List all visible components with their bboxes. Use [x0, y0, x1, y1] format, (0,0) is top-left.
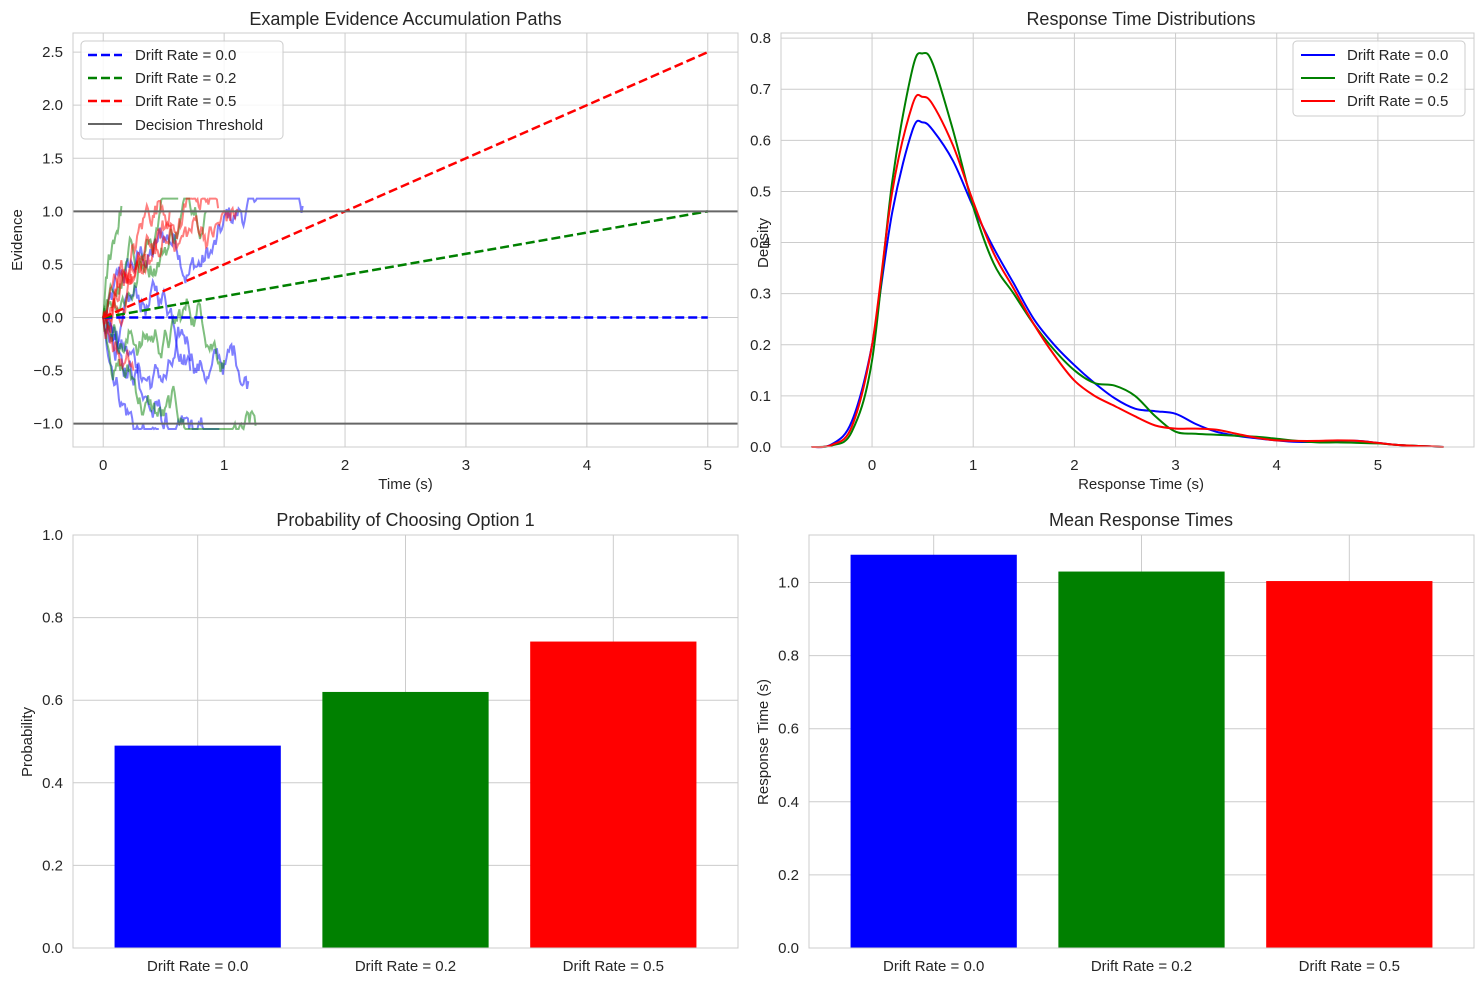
- y-axis-label: Response Time (s): [755, 679, 772, 805]
- plot-frame: [72, 534, 739, 949]
- y-tick-label: 1.0: [42, 203, 63, 220]
- y-tick-label: 0.4: [42, 775, 63, 792]
- y-axis-label: Probability: [19, 706, 36, 777]
- bar: [850, 554, 1017, 948]
- x-tick-label: 4: [583, 457, 591, 474]
- response-time-distribution-chart: 0 1 2 3 4 5 0.0 0.1 0.2 0.3 0.4 0.5 0.6 0.7 0.8 Respo…: [750, 9, 1475, 493]
- legend-box: [1292, 40, 1466, 117]
- x-tick-label: 2: [1070, 457, 1078, 474]
- legend-entry: Drift Rate = 0.0: [135, 47, 236, 64]
- legend-box: [80, 40, 284, 140]
- legend-entry: Drift Rate = 0.5: [135, 93, 236, 110]
- y-tick-label: 2.5: [42, 44, 63, 61]
- legend-entry: Drift Rate = 0.2: [1347, 70, 1448, 87]
- chart-title: Probability of Choosing Option 1: [276, 510, 534, 530]
- choice-probability-chart: Drift Rate = 0.0 Drift Rate = 0.2 Drift Ra…: [19, 510, 739, 975]
- y-tick-label: 1.0: [778, 575, 799, 592]
- bar: [1266, 581, 1433, 948]
- x-axis-label: Time (s): [378, 476, 432, 493]
- x-tick-label: 5: [704, 457, 712, 474]
- y-tick-label: 0.0: [778, 940, 799, 957]
- y-tick-label: 0.6: [778, 721, 799, 738]
- sample-path: [102, 200, 171, 318]
- x-axis-label: Response Time (s): [1078, 476, 1204, 493]
- y-tick-label: 0.2: [42, 857, 63, 874]
- legend-entry: Decision Threshold: [135, 117, 263, 134]
- y-tick-label: −0.5: [33, 363, 63, 380]
- drift-line: [102, 50, 709, 319]
- y-tick-label: 0.8: [778, 648, 799, 665]
- x-tick-label: Drift Rate = 0.5: [563, 958, 664, 975]
- y-tick-label: 0.3: [750, 286, 771, 303]
- sample-path: [102, 312, 135, 371]
- y-axis-label: Evidence: [9, 209, 26, 271]
- y-tick-label: 0.6: [42, 692, 63, 709]
- sample-path: [102, 205, 123, 318]
- y-tick-label: 0.5: [42, 256, 63, 273]
- x-tick-label: Drift Rate = 0.5: [1299, 958, 1400, 975]
- y-tick-label: 0.2: [750, 337, 771, 354]
- x-tick-label: Drift Rate = 0.2: [355, 958, 456, 975]
- density-curve: [811, 93, 1444, 449]
- sample-path: [102, 196, 220, 328]
- bar: [530, 641, 697, 948]
- y-tick-label: 0.4: [750, 235, 771, 252]
- evidence-paths-chart: 0 1 2 3 4 5 −1.0 −0.5 0.0 0.5 1.0 1.5 2.0 2.5 Exampl…: [9, 9, 739, 493]
- y-tick-label: 0.5: [750, 183, 771, 200]
- y-tick-label: 2.0: [42, 97, 63, 114]
- y-tick-label: 0.0: [750, 439, 771, 456]
- x-tick-label: 0: [99, 457, 107, 474]
- x-tick-label: 1: [969, 457, 977, 474]
- legend-entry: Drift Rate = 0.2: [135, 70, 236, 87]
- y-tick-label: 0.8: [42, 610, 63, 627]
- chart-title: Mean Response Times: [1049, 510, 1233, 530]
- y-tick-label: 0.0: [42, 309, 63, 326]
- sample-path: [102, 253, 147, 326]
- density-curve: [811, 51, 1444, 449]
- x-tick-label: 4: [1273, 457, 1281, 474]
- x-tick-label: Drift Rate = 0.0: [147, 958, 248, 975]
- y-tick-label: 0.1: [750, 388, 771, 405]
- x-tick-label: 1: [220, 457, 228, 474]
- bar: [114, 745, 281, 948]
- x-tick-label: Drift Rate = 0.2: [1091, 958, 1192, 975]
- x-tick-label: 5: [1374, 457, 1382, 474]
- x-tick-label: 3: [1171, 457, 1179, 474]
- mean-response-time-chart: Drift Rate = 0.0 Drift Rate = 0.2 Drift Ra…: [755, 510, 1475, 975]
- bar: [322, 691, 489, 948]
- x-tick-label: 2: [341, 457, 349, 474]
- y-tick-label: 0.7: [750, 81, 771, 98]
- y-tick-label: 0.6: [750, 132, 771, 149]
- legend-entry: Drift Rate = 0.0: [1347, 47, 1448, 64]
- y-tick-label: −1.0: [33, 416, 63, 433]
- sample-path: [102, 298, 226, 373]
- legend: Drift Rate = 0.0 Drift Rate = 0.2 Drift …: [80, 40, 284, 140]
- legend: Drift Rate = 0.0 Drift Rate = 0.2 Drift …: [1292, 40, 1466, 117]
- legend-entry: Drift Rate = 0.5: [1347, 93, 1448, 110]
- x-tick-label: Drift Rate = 0.0: [883, 958, 984, 975]
- bar: [1058, 571, 1225, 948]
- y-tick-label: 0.8: [750, 30, 771, 47]
- sample-path: [102, 197, 304, 321]
- x-tick-label: 0: [868, 457, 876, 474]
- x-tick-label: 3: [462, 457, 470, 474]
- plot-frame: [808, 534, 1475, 949]
- y-axis-label: Density: [755, 217, 772, 268]
- y-tick-label: 1.5: [42, 150, 63, 167]
- chart-title: Response Time Distributions: [1026, 9, 1255, 29]
- chart-title: Example Evidence Accumulation Paths: [249, 9, 561, 29]
- sample-path: [102, 317, 257, 431]
- y-tick-label: 0.4: [778, 794, 799, 811]
- drift-line: [103, 210, 708, 319]
- plot-frame: [780, 32, 1475, 448]
- y-tick-label: 0.2: [778, 867, 799, 884]
- y-tick-label: 1.0: [42, 527, 63, 544]
- plot-frame: [72, 32, 739, 448]
- y-tick-label: 0.0: [42, 940, 63, 957]
